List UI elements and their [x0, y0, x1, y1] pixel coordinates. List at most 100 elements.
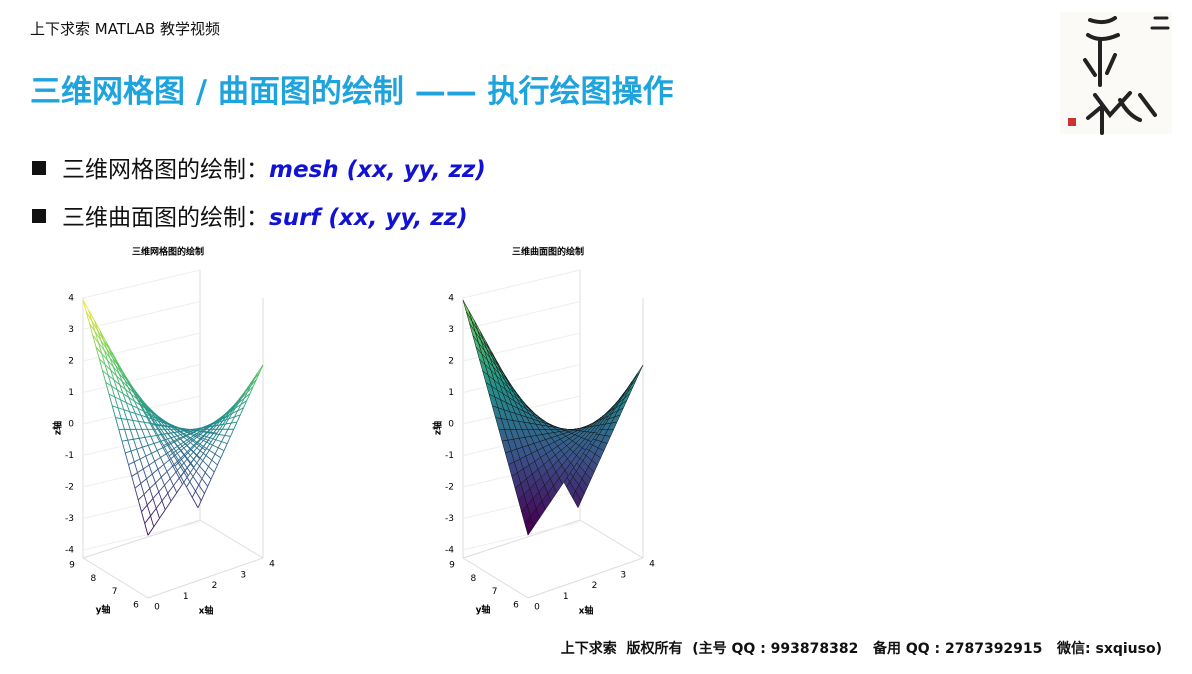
mesh-line	[200, 435, 205, 440]
mesh-line	[104, 364, 109, 376]
mesh-line	[120, 399, 127, 403]
mesh-line	[205, 450, 210, 456]
mesh-line	[131, 387, 139, 397]
mesh-line	[100, 340, 105, 351]
mesh-line	[165, 422, 172, 428]
x-tick-label: 1	[563, 592, 569, 602]
mesh-line	[147, 406, 154, 414]
mesh-line	[165, 439, 170, 446]
mesh-line	[174, 454, 179, 461]
mesh-line	[213, 464, 218, 473]
mesh-line	[155, 508, 160, 519]
mesh-line	[178, 477, 183, 485]
mesh-line	[210, 471, 215, 480]
mesh-line	[138, 420, 145, 423]
mesh-line	[187, 452, 195, 460]
mesh-line	[152, 429, 157, 436]
mesh-line	[103, 350, 111, 359]
mesh-line	[152, 418, 157, 425]
mesh-line	[143, 410, 148, 418]
mesh-line	[185, 443, 192, 450]
surface-cell	[524, 515, 535, 536]
mesh-line	[214, 419, 219, 423]
mesh-line	[209, 425, 214, 428]
mesh-line	[235, 398, 240, 404]
mesh-line	[196, 455, 201, 459]
mesh-line	[157, 434, 162, 436]
mesh-line	[154, 461, 159, 470]
mesh-line	[186, 429, 193, 433]
axis-line	[579, 519, 644, 559]
mesh-line	[259, 364, 264, 373]
mesh-line	[204, 466, 209, 473]
mesh-line	[147, 526, 155, 536]
y-tick-label: 7	[112, 587, 118, 597]
mesh-line	[169, 459, 174, 467]
mesh-line	[215, 420, 219, 423]
mesh-line	[173, 432, 181, 439]
mesh-line	[164, 478, 171, 486]
mesh-line	[247, 385, 252, 393]
mesh-line	[134, 458, 141, 463]
mesh-line	[124, 429, 129, 441]
mesh-line	[127, 386, 132, 395]
mesh-line	[137, 472, 142, 484]
bullet-label: 三维曲面图的绘制：	[62, 205, 269, 231]
mesh-line	[107, 374, 115, 381]
mesh-line	[223, 412, 228, 417]
mesh-line	[163, 445, 170, 457]
mesh-line	[141, 504, 148, 513]
mesh-line	[181, 465, 186, 471]
mesh-line	[160, 453, 167, 458]
mesh-line	[119, 384, 124, 394]
mesh-line	[130, 393, 138, 400]
mesh-line	[107, 359, 114, 368]
mesh-line	[112, 366, 117, 376]
mesh-line	[186, 486, 193, 498]
mesh-line	[168, 455, 176, 467]
mesh-line	[128, 382, 136, 394]
mesh-line	[115, 417, 120, 430]
mesh-line	[177, 462, 185, 473]
mesh-line	[213, 433, 220, 435]
mesh-line	[207, 428, 212, 433]
mesh-line	[161, 492, 169, 502]
mesh-line	[163, 459, 170, 465]
mesh-line	[206, 441, 213, 446]
mesh-line	[144, 402, 151, 412]
mesh-line	[151, 468, 159, 475]
mesh-line	[146, 416, 151, 424]
mesh-line	[165, 437, 172, 441]
mesh-line	[140, 478, 147, 484]
mesh-line	[143, 405, 150, 416]
grid-line	[82, 364, 201, 393]
mesh-line	[143, 488, 151, 495]
mesh-line	[133, 461, 138, 473]
mesh-line	[117, 407, 124, 411]
y-tick-label: 6	[513, 601, 519, 611]
mesh-line	[120, 418, 125, 430]
mesh-line	[107, 375, 112, 387]
mesh-line	[148, 442, 155, 446]
mesh-line	[115, 365, 122, 374]
mesh-line	[238, 394, 243, 400]
mesh-line	[205, 455, 213, 461]
mesh-line	[157, 434, 164, 446]
z-tick-label: 1	[448, 388, 454, 398]
mesh-line	[200, 493, 205, 501]
mesh-line	[219, 420, 224, 426]
mesh-line	[164, 433, 168, 435]
mesh-line	[176, 431, 184, 437]
mesh-line	[140, 414, 147, 418]
mesh-line	[159, 509, 166, 519]
mesh-line	[82, 299, 90, 311]
mesh-line	[196, 450, 201, 456]
z-tick-label: 2	[68, 357, 74, 367]
mesh-line	[169, 440, 174, 443]
z-tick-label: 3	[448, 325, 454, 335]
mesh-line	[187, 466, 195, 476]
mesh-line	[163, 443, 167, 446]
mesh-line	[192, 470, 197, 477]
mesh-line	[114, 396, 119, 408]
mesh-line	[141, 429, 146, 438]
